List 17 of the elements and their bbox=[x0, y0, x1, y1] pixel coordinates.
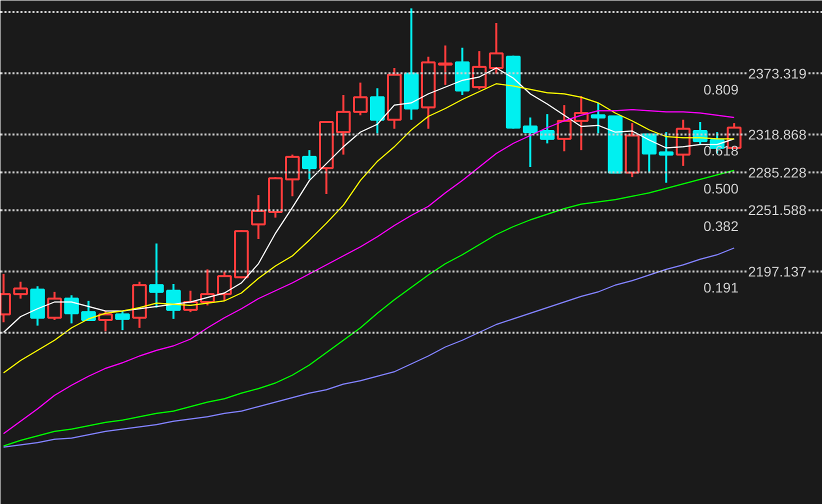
y-tick-label: 2197.137 bbox=[748, 263, 807, 280]
candlestick bbox=[658, 131, 674, 184]
y-tick-label: 2285.228 bbox=[748, 164, 807, 180]
candlestick bbox=[404, 7, 419, 121]
candlestick bbox=[336, 94, 351, 156]
annotation: 0.809 bbox=[703, 81, 739, 98]
candlestick bbox=[438, 44, 453, 86]
candlestick bbox=[556, 104, 572, 152]
annotation: 0.382 bbox=[703, 218, 739, 234]
annotation: 0.191 bbox=[703, 279, 739, 296]
y-tick-label: 2318.868 bbox=[748, 126, 807, 143]
candlestick bbox=[590, 102, 606, 134]
candlestick bbox=[251, 194, 266, 240]
y-tick-label: 2373.319 bbox=[748, 65, 807, 82]
annotation: 0.500 bbox=[703, 180, 739, 196]
candlestick bbox=[149, 242, 164, 309]
y-tick-label: 2251.588 bbox=[748, 202, 807, 218]
